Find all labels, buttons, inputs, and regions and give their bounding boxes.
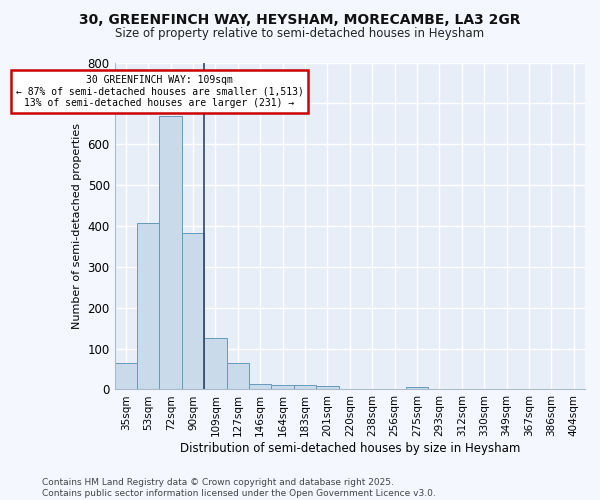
Bar	[316, 386, 338, 390]
Text: Size of property relative to semi-detached houses in Heysham: Size of property relative to semi-detach…	[115, 28, 485, 40]
Text: 30, GREENFINCH WAY, HEYSHAM, MORECAMBE, LA3 2GR: 30, GREENFINCH WAY, HEYSHAM, MORECAMBE, …	[79, 12, 521, 26]
X-axis label: Distribution of semi-detached houses by size in Heysham: Distribution of semi-detached houses by …	[179, 442, 520, 455]
Bar	[160, 116, 182, 390]
Bar	[294, 386, 316, 390]
Bar	[137, 222, 160, 390]
Bar	[182, 234, 204, 390]
Y-axis label: Number of semi-detached properties: Number of semi-detached properties	[72, 123, 82, 329]
Text: Contains HM Land Registry data © Crown copyright and database right 2025.
Contai: Contains HM Land Registry data © Crown c…	[42, 478, 436, 498]
Bar	[249, 384, 271, 390]
Bar	[204, 338, 227, 390]
Text: 30 GREENFINCH WAY: 109sqm
← 87% of semi-detached houses are smaller (1,513)
13% : 30 GREENFINCH WAY: 109sqm ← 87% of semi-…	[16, 75, 304, 108]
Bar	[271, 386, 294, 390]
Bar	[115, 363, 137, 390]
Bar	[227, 363, 249, 390]
Bar	[406, 386, 428, 390]
